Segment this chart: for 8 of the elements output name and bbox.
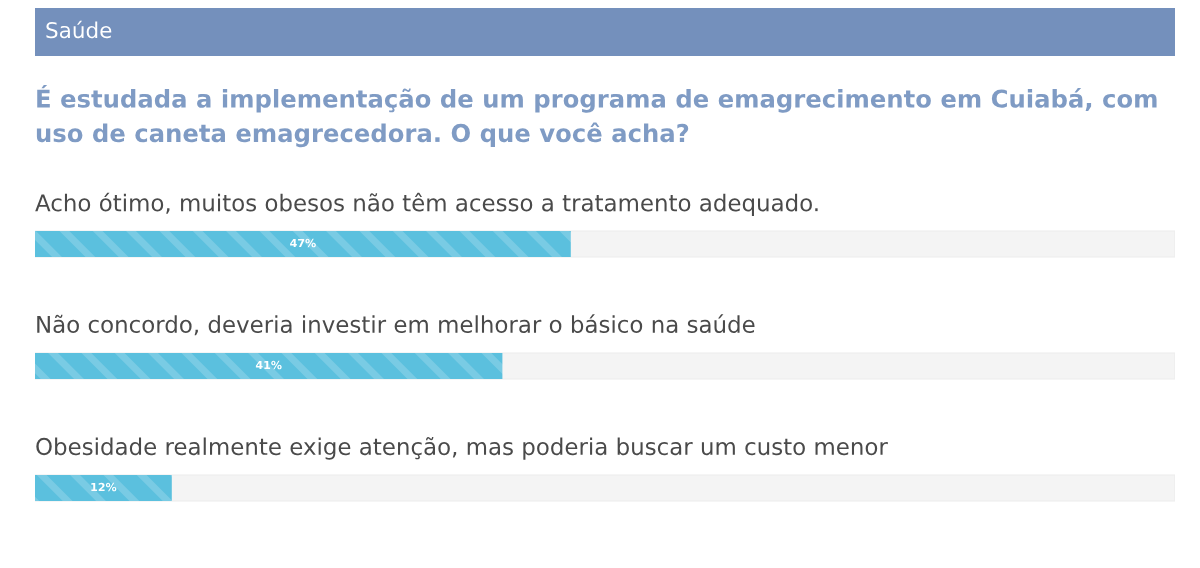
data-label: 41% [255, 360, 282, 370]
data-label: 47% [290, 238, 316, 248]
text: Saúde [46, 20, 112, 39]
y-tick-label: Acho ótimo, muitos obesos não têm acesso a tratamento adequado. [35, 192, 818, 216]
y-tick-label: Não concordo, deveria investir em melhorar o básico na saúde [37, 314, 755, 336]
chart-title: É estudada a implementação de um programa de emagrecimento em Cuiabá, com uso de caneta emagrecedora. O que você acha? [36, 85, 1157, 148]
y-tick-label: Obesidade realmente exige atenção, mas poderia buscar um custo menor [36, 437, 888, 460]
data-label: 12% [91, 482, 117, 492]
